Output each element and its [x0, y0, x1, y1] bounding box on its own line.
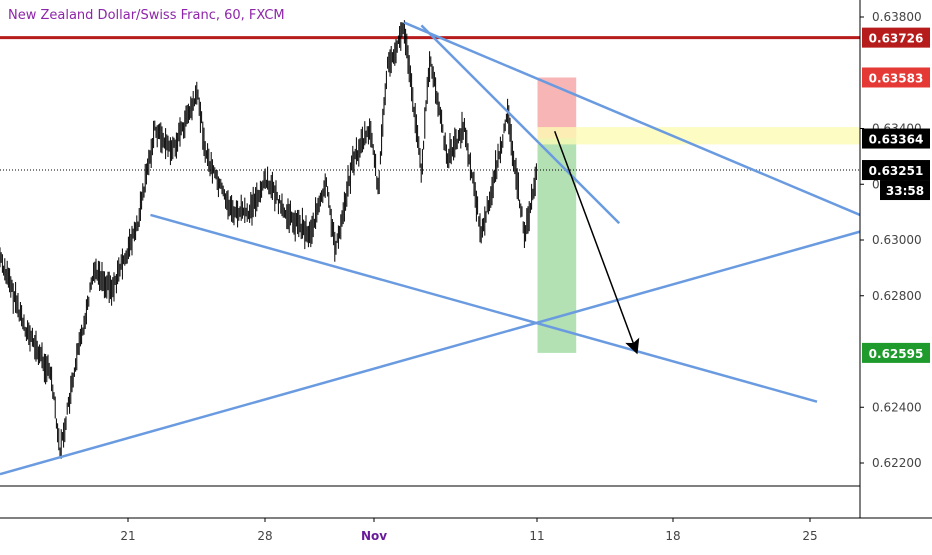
y-tick-label: 0.62200	[872, 456, 922, 470]
countdown-label: 33:58	[886, 184, 924, 198]
price-label: 0.63583	[869, 71, 924, 85]
price-series	[0, 20, 537, 459]
price-label: 0.63251	[869, 164, 924, 178]
y-tick-label: 0.63800	[872, 10, 922, 24]
trend-line-3	[403, 21, 861, 217]
x-tick-label: 21	[120, 529, 135, 543]
price-label-bg	[862, 128, 930, 149]
price-label-bg	[862, 160, 930, 181]
y-tick-label: 0.62400	[872, 400, 922, 414]
countdown-bg	[880, 180, 930, 201]
price-label-bg	[862, 27, 930, 48]
trend-line-2	[150, 213, 818, 403]
trend-line-4	[420, 24, 621, 225]
price-label: 0.63726	[869, 32, 924, 46]
chart-title: New Zealand Dollar/Swiss Franc, 60, FXCM	[8, 8, 285, 23]
price-label: 0.63364	[869, 133, 924, 147]
x-tick-label: 25	[802, 529, 817, 543]
forecast-arrow	[553, 131, 640, 355]
x-tick-label: 28	[257, 529, 272, 543]
highlight-band	[537, 127, 860, 145]
trend-line-1	[0, 230, 861, 476]
price-label-bg	[862, 67, 930, 88]
price-label-bg	[862, 342, 930, 363]
x-tick-label: 18	[665, 529, 680, 543]
y-tick-label: 0.63000	[872, 233, 922, 247]
price-label: 0.62595	[869, 347, 924, 361]
y-tick-label: 0.62800	[872, 289, 922, 303]
x-tick-label: 11	[529, 529, 544, 543]
x-tick-label: Nov	[361, 529, 387, 543]
